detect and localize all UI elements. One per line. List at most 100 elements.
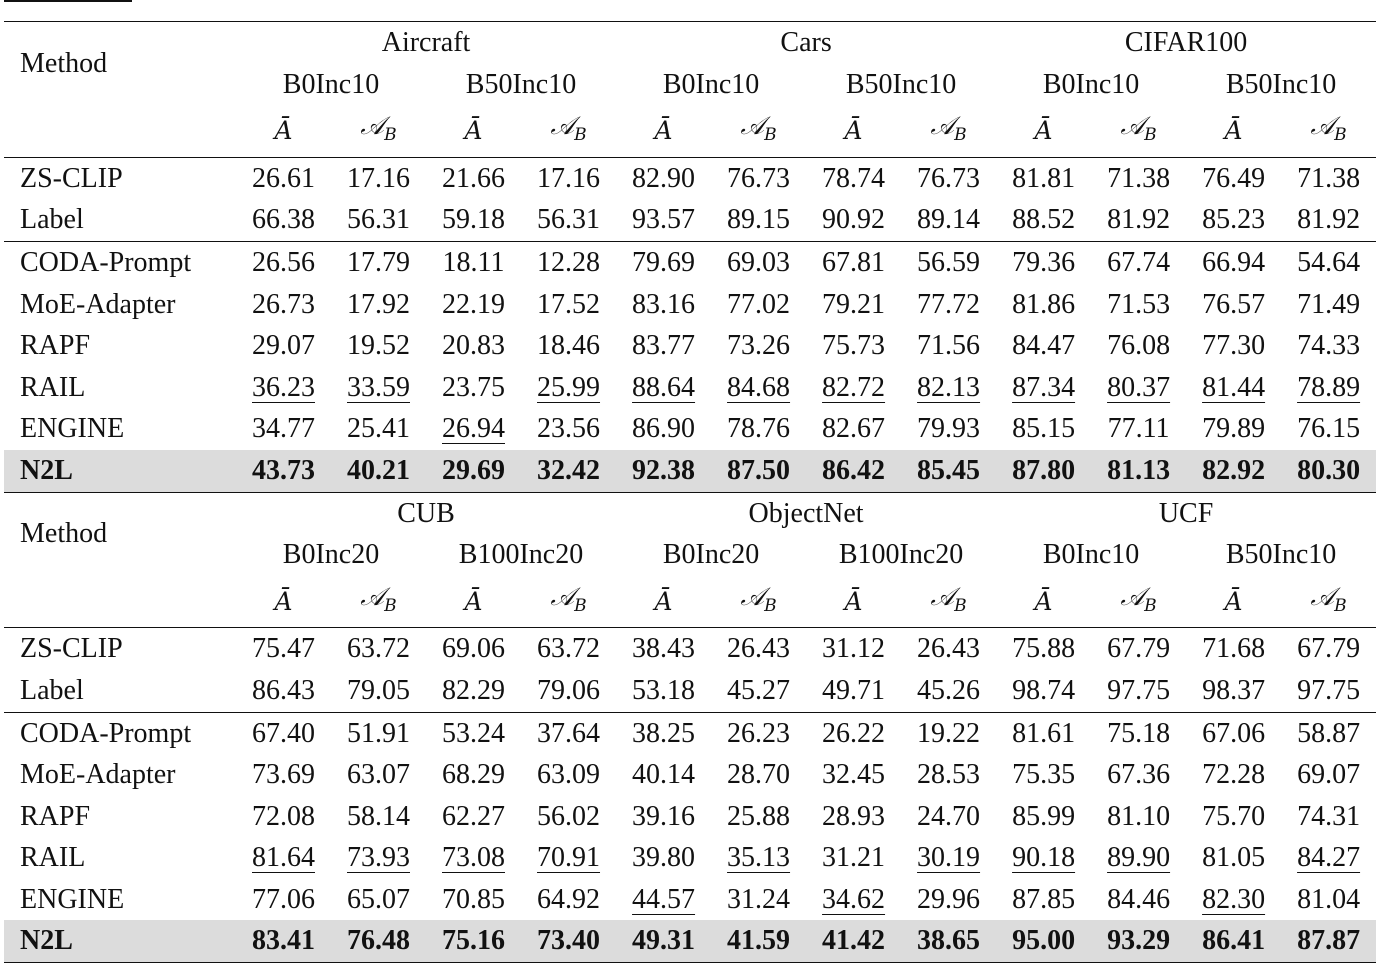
metric-label: 𝒜B: [331, 105, 426, 158]
metric-symbol: 𝒜: [930, 581, 955, 611]
method-name: RAPF: [20, 800, 91, 832]
value-cell: 74.33: [1297, 330, 1361, 362]
baseline-row: ZS-CLIP 75.47 63.72 69.06 63.72 38.43 26.43 31.…: [4, 628, 1376, 670]
second-best-value: 33.59: [347, 371, 410, 403]
value-cell: 25.41: [347, 413, 410, 445]
value-cell: 88.64: [616, 367, 711, 409]
value-cell: 29.69: [426, 449, 521, 493]
value-cell: 75.88: [1012, 633, 1076, 665]
metric-label: Ā: [1186, 105, 1282, 158]
metric-symbol: 𝒜: [740, 581, 765, 611]
value-cell: 75.73: [822, 330, 886, 362]
value-cell: 77.06: [252, 883, 315, 915]
value-cell: 86.90: [632, 413, 696, 445]
second-best-value: 26.94: [442, 413, 505, 445]
value-cell: 81.86: [1012, 288, 1076, 320]
method-row: MoE-Adapter 26.73 17.92 22.19 17.52 83.16 77.0…: [4, 284, 1376, 326]
second-best-value: 25.99: [537, 371, 601, 403]
metric-subscript: B: [574, 595, 587, 616]
value-cell: 36.23: [236, 367, 331, 409]
value-cell: 93.57: [632, 204, 696, 236]
value-cell: 85.99: [1012, 800, 1076, 832]
setting-name: B50Inc10: [845, 68, 957, 100]
value-cell: 86.43: [252, 674, 315, 706]
metric-symbol: 𝒜: [1120, 581, 1145, 611]
value-cell: 69.03: [711, 240, 807, 284]
metric-symbol: 𝒜: [550, 581, 575, 611]
setting-header-row: B0Inc20 B100Inc20 B0Inc20 B100Inc20 B0Inc10 B…: [4, 534, 1376, 576]
value-cell: 41.59: [711, 920, 807, 963]
value-cell: 73.93: [331, 837, 426, 879]
value-cell: 81.05: [1202, 842, 1266, 874]
metric-label: 𝒜B: [901, 105, 997, 158]
value-cell: 26.23: [711, 711, 807, 755]
value-cell: 17.79: [331, 240, 426, 284]
value-cell: 75.35: [1012, 759, 1076, 791]
dataset-name: CUB: [236, 491, 617, 535]
second-best-value: 84.27: [1297, 842, 1361, 874]
method-name: N2L: [4, 449, 236, 493]
second-best-value: 36.23: [252, 371, 315, 403]
metric-symbol: Ā: [844, 116, 863, 146]
value-cell: 54.64: [1281, 240, 1377, 284]
value-cell: 84.46: [1107, 883, 1171, 915]
value-cell: 81.92: [1107, 204, 1171, 236]
metric-label: Ā: [996, 105, 1092, 158]
value-cell: 28.53: [917, 759, 981, 791]
value-cell: 56.31: [537, 204, 601, 236]
value-cell: 82.90: [632, 162, 696, 194]
value-cell: 51.91: [331, 711, 426, 755]
metric-subscript: B: [384, 595, 397, 616]
metric-subscript: B: [574, 125, 587, 146]
setting-name: B0Inc10: [282, 68, 380, 100]
metric-symbol: Ā: [464, 586, 483, 616]
metric-subscript: B: [1334, 125, 1347, 146]
value-cell: 63.09: [537, 759, 601, 791]
value-cell: 71.49: [1297, 288, 1361, 320]
value-cell: 71.38: [1297, 162, 1361, 194]
metric-symbol: Ā: [1034, 116, 1053, 146]
second-best-value: 84.68: [727, 371, 791, 403]
value-cell: 17.16: [537, 162, 601, 194]
value-cell: 86.42: [806, 449, 902, 493]
value-cell: 34.77: [252, 413, 315, 445]
value-cell: 75.16: [426, 920, 521, 963]
value-cell: 76.57: [1202, 288, 1266, 320]
value-cell: 12.28: [521, 240, 617, 284]
value-cell: 39.16: [632, 800, 696, 832]
value-cell: 79.93: [917, 413, 981, 445]
ours-row: N2L 83.41 76.48 75.16 73.40 49.31 41.59 41.42 38…: [4, 920, 1377, 963]
value-cell: 69.07: [1297, 759, 1361, 791]
value-cell: 18.11: [426, 240, 521, 284]
value-cell: 80.30: [1281, 449, 1377, 493]
metric-label: 𝒜B: [1091, 575, 1187, 629]
second-best-value: 81.64: [252, 842, 315, 874]
value-cell: 75.47: [252, 633, 315, 665]
value-cell: 26.61: [252, 162, 315, 194]
value-cell: 17.92: [347, 288, 410, 320]
value-cell: 76.08: [1107, 330, 1171, 362]
value-cell: 26.73: [252, 288, 315, 320]
value-cell: 97.75: [1107, 674, 1171, 706]
value-cell: 67.74: [1091, 240, 1187, 284]
value-cell: 30.19: [901, 837, 996, 879]
value-cell: 79.36: [996, 240, 1092, 284]
dataset-header-row: Method Aircraft Cars CIFAR100: [4, 20, 1377, 106]
value-cell: 81.81: [1012, 162, 1076, 194]
value-cell: 32.42: [521, 449, 617, 493]
value-cell: 76.48: [331, 920, 426, 963]
metric-symbol: Ā: [274, 586, 293, 616]
value-cell: 29.96: [917, 883, 981, 915]
second-best-value: 87.34: [1012, 371, 1076, 403]
second-best-value: 34.62: [822, 883, 886, 915]
value-cell: 89.90: [1091, 837, 1186, 879]
baseline-row: Label 86.43 79.05 82.29 79.06 53.18 45.27 49.71…: [4, 670, 1376, 712]
setting-name: B0Inc10: [662, 68, 760, 100]
value-cell: 67.79: [1297, 633, 1361, 665]
value-cell: 23.56: [537, 413, 601, 445]
method-row: ENGINE 77.06 65.07 70.85 64.92 44.57 31.24 34.6…: [4, 879, 1376, 921]
method-name: CODA-Prompt: [4, 711, 236, 755]
metric-symbol: 𝒜: [1310, 111, 1335, 141]
value-cell: 73.40: [521, 920, 617, 963]
setting-name: B0Inc10: [1042, 68, 1140, 100]
